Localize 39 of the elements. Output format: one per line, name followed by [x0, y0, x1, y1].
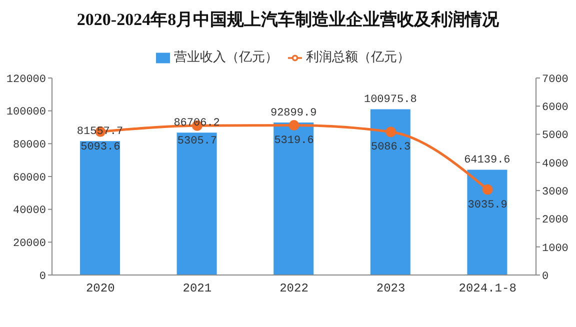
y2-tick-label: 6000 [542, 102, 568, 114]
point [386, 126, 396, 138]
point [288, 120, 300, 131]
y-tick-label: 120000 [6, 74, 46, 86]
data-label: 64139.6 [464, 154, 510, 167]
data-label: 5086.3 [370, 142, 411, 154]
y-tick-label: 60000 [12, 172, 46, 184]
x-tick-label: 2021 [182, 282, 212, 296]
y-tick-label: 80000 [12, 140, 46, 152]
data-label: 5319.6 [274, 135, 314, 148]
y-tick-label: 100000 [6, 106, 46, 119]
x-tick-label: 2022 [280, 282, 308, 296]
y2-tick-label: 4000 [542, 158, 568, 170]
legend-label: 营业收入（亿元） [174, 49, 278, 64]
bar [80, 141, 120, 275]
legend-label: 利润总额（亿元） [306, 49, 410, 64]
chart-title: 2020-2024年8月中国规上汽车制造业企业营收及利润情况 [76, 9, 500, 31]
data-label: 92899.9 [270, 107, 317, 120]
y2-tick-label: 2000 [542, 214, 568, 227]
y2-tick-label: 5000 [542, 130, 568, 142]
data-label: 5305.7 [177, 135, 218, 148]
x-tick-label: 2023 [376, 282, 406, 296]
x-tick-label: 2020 [86, 282, 115, 296]
bar [274, 122, 314, 275]
bar [176, 132, 217, 275]
data-label: 5093.6 [80, 141, 120, 154]
data-label: 3035.9 [468, 199, 508, 212]
y-tick-label: 20000 [12, 238, 46, 250]
y2-tick-label: 3000 [542, 186, 568, 198]
data-label: 100975.8 [364, 94, 417, 106]
y2-tick-label: 7000 [542, 74, 568, 86]
bar [370, 109, 410, 275]
y2-tick-label: 0 [542, 270, 549, 283]
y-tick-label: 0 [39, 270, 46, 283]
point [482, 184, 493, 195]
y-tick-label: 40000 [12, 205, 46, 218]
x-tick-label: 2024.1-8 [458, 282, 516, 296]
bar [467, 170, 508, 275]
y2-tick-label: 1000 [542, 242, 568, 255]
